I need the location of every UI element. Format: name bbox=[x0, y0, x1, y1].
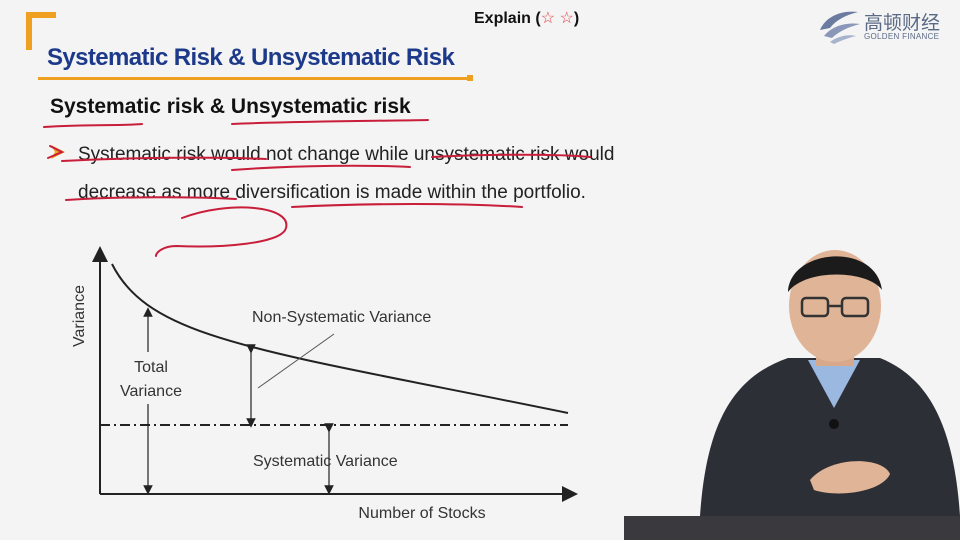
presenter-shirt bbox=[808, 360, 860, 408]
golden-finance-logo: 高顿财经 GOLDEN FINANCE bbox=[816, 6, 956, 46]
presenter-hair bbox=[788, 256, 882, 292]
presenter-hand bbox=[810, 461, 890, 494]
explain-label: Explain ( bbox=[474, 10, 541, 27]
title-underline-end-dot bbox=[467, 75, 473, 81]
difficulty-stars: ☆ ☆ bbox=[540, 10, 574, 27]
subheading: Systematic risk & Unsystematic risk bbox=[50, 95, 411, 118]
logo-chinese-text: 高顿财经 bbox=[864, 12, 941, 34]
total-variance-label-line1: Total bbox=[134, 359, 168, 376]
title-underline bbox=[38, 77, 470, 80]
systematic-label: Systematic Variance bbox=[253, 453, 398, 470]
explain-tag: Explain (☆ ☆) bbox=[474, 8, 579, 28]
total-variance-curve bbox=[111, 263, 569, 414]
slide-title: Systematic Risk & Unsystematic Risk bbox=[47, 44, 455, 71]
total-variance-label-line2: Variance bbox=[120, 383, 182, 400]
eagle-logo-icon bbox=[820, 11, 860, 44]
presenter-jacket bbox=[700, 358, 960, 516]
presenter-video bbox=[624, 250, 960, 540]
logo-english-text: GOLDEN FINANCE bbox=[864, 32, 940, 41]
x-axis-label: Number of Stocks bbox=[358, 505, 485, 522]
lapel-microphone bbox=[829, 419, 839, 429]
presenter-desk bbox=[624, 516, 960, 540]
corner-bracket bbox=[26, 12, 56, 50]
explain-close: ) bbox=[573, 10, 580, 27]
y-axis-label: Variance bbox=[71, 285, 88, 347]
non-systematic-leader-line bbox=[257, 333, 335, 389]
glasses-icon bbox=[800, 296, 870, 318]
non-systematic-label: Non-Systematic Variance bbox=[252, 309, 431, 326]
